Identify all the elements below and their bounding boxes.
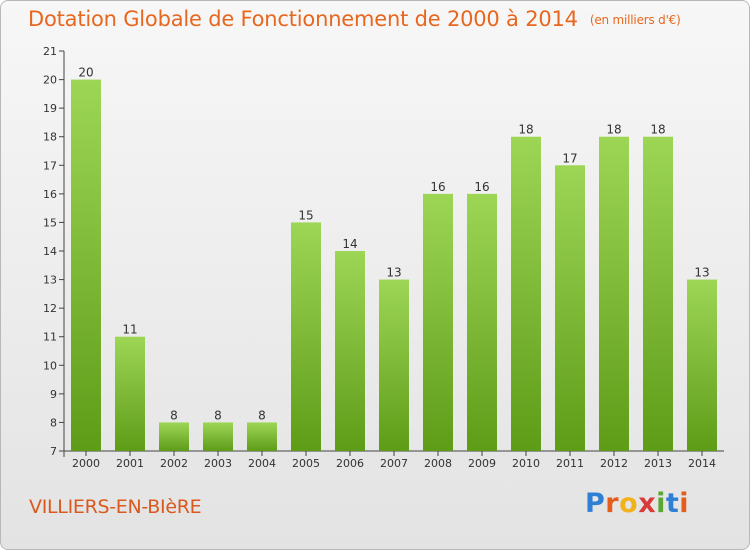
bar-2005: [291, 222, 321, 451]
x-tick-label: 2000: [72, 457, 100, 470]
y-tick-label: 21: [43, 45, 57, 58]
x-tick-label: 2002: [160, 457, 188, 470]
bars: 20 11 8 8 8 15 14 13 16 16 18 17 18 18 13: [71, 66, 717, 452]
x-tick-label: 2010: [512, 457, 540, 470]
bar-2012: [599, 136, 629, 451]
y-tick-label: 13: [43, 274, 57, 287]
bar-2009: [467, 193, 497, 451]
logo-letter: i: [656, 488, 666, 519]
x-tick-label: 2006: [336, 457, 364, 470]
bar-value-label: 16: [430, 180, 445, 194]
bar-value-label: 20: [78, 66, 93, 80]
bar-value-label: 13: [694, 266, 709, 280]
x-tick-label: 2014: [688, 457, 716, 470]
bar-value-label: 11: [122, 323, 137, 337]
y-tick-label: 18: [43, 131, 57, 144]
x-tick-label: 2001: [116, 457, 144, 470]
chart-title: Dotation Globale de Fonctionnement de 20…: [28, 7, 681, 31]
bar-value-label: 17: [562, 151, 577, 165]
bar-2014: [687, 279, 717, 451]
x-tick-label: 2003: [204, 457, 232, 470]
axes: 7 8 9 10 11 12 13 14 15 16 17 18 19 20 21 2000 2001 2002 2…: [43, 45, 724, 470]
x-tick-label: 2005: [292, 457, 320, 470]
bar-2002: [159, 422, 189, 451]
logo-letter: i: [679, 488, 690, 519]
y-tick-label: 17: [43, 159, 57, 172]
bar-value-label: 14: [342, 237, 357, 251]
bar-value-label: 18: [606, 123, 621, 137]
logo-letter: r: [605, 488, 620, 519]
chart-title-text: Dotation Globale de Fonctionnement de 20…: [28, 7, 578, 31]
y-tick-label: 15: [43, 216, 57, 229]
x-tick-label: 2011: [556, 457, 584, 470]
x-tick-label: 2007: [380, 457, 408, 470]
logo-letter: o: [619, 488, 639, 519]
bar-2008: [423, 193, 453, 451]
y-tick-label: 16: [43, 188, 57, 201]
y-tick-label: 8: [50, 416, 57, 429]
bar-2006: [335, 251, 365, 451]
bar-2001: [115, 336, 145, 451]
bar-2000: [71, 79, 101, 452]
bar-2007: [379, 279, 409, 451]
y-tick-label: 10: [43, 359, 57, 372]
x-tick-label: 2012: [600, 457, 628, 470]
bar-2003: [203, 422, 233, 451]
y-tick-label: 19: [43, 102, 57, 115]
x-tick-label: 2008: [424, 457, 452, 470]
bar-value-label: 8: [214, 408, 222, 422]
bar-2004: [247, 422, 277, 451]
logo-letter: P: [585, 488, 606, 519]
y-tick-label: 12: [43, 302, 57, 315]
proxiti-logo[interactable]: Proxiti: [585, 488, 689, 519]
bar-2013: [643, 136, 673, 451]
bar-value-label: 15: [298, 208, 313, 222]
bar-value-label: 18: [650, 123, 665, 137]
bar-value-label: 13: [386, 266, 401, 280]
bar-value-label: 18: [518, 123, 533, 137]
y-tick-label: 11: [43, 331, 57, 344]
bar-value-label: 8: [258, 408, 266, 422]
y-tick-label: 9: [50, 388, 57, 401]
x-tick-label: 2004: [248, 457, 276, 470]
y-tick-label: 20: [43, 74, 57, 87]
town-name: VILLIERS-EN-BIèRE: [29, 496, 202, 518]
y-tick-label: 14: [43, 245, 57, 258]
x-tick-label: 2013: [644, 457, 672, 470]
x-tick-label: 2009: [468, 457, 496, 470]
logo-letter: x: [638, 488, 657, 519]
bar-value-label: 8: [170, 408, 178, 422]
bar-2010: [511, 136, 541, 451]
chart-subtitle: (en milliers d'€): [589, 13, 681, 27]
bar-value-label: 16: [474, 180, 489, 194]
bar-2011: [555, 165, 585, 452]
logo-letter: t: [665, 488, 680, 519]
y-tick-label: 7: [50, 445, 57, 458]
